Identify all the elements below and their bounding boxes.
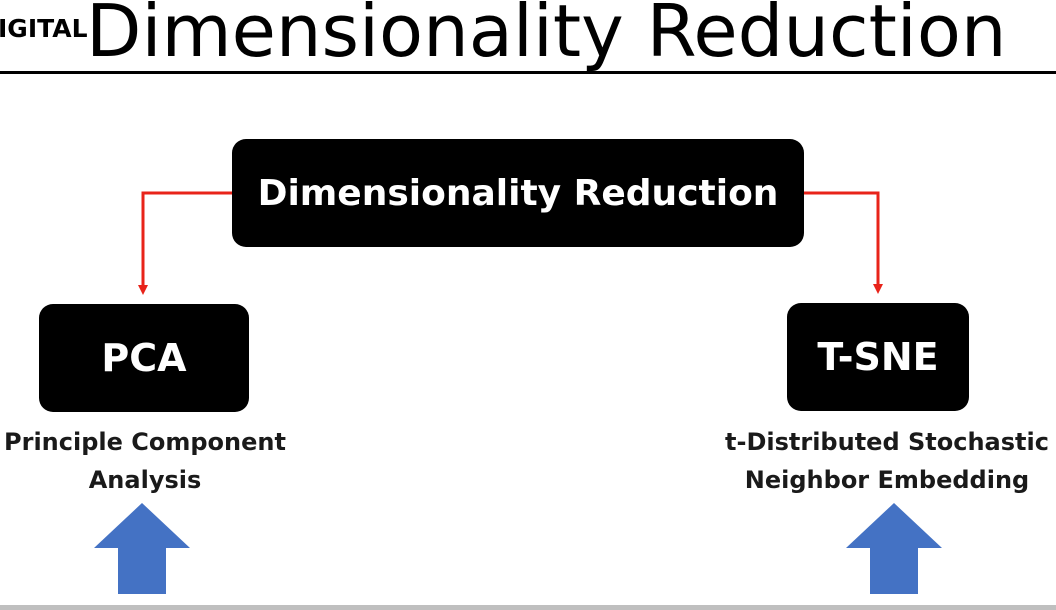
watermark-logo: IGITAL (0, 14, 88, 43)
tsne-caption: t-Distributed Stochastic Neighbor Embedd… (722, 423, 1052, 499)
root-node-box: Dimensionality Reduction (232, 139, 804, 247)
tsne-node-box: T-SNE (787, 303, 969, 411)
bottom-divider (0, 605, 1056, 610)
pca-caption-line2: Analysis (88, 466, 202, 494)
tsne-caption-line2: Neighbor Embedding (744, 466, 1030, 494)
slide-title: Dimensionality Reduction (86, 0, 1007, 73)
pca-node-label: PCA (101, 336, 187, 380)
tsne-caption-line1: t-Distributed Stochastic (725, 428, 1049, 456)
pca-caption: Principle Component Analysis (0, 423, 290, 499)
tsne-node-label: T-SNE (817, 335, 939, 379)
up-arrow-icon (846, 503, 942, 594)
root-node-label: Dimensionality Reduction (257, 172, 779, 214)
connector-root-to-tsne (804, 191, 883, 294)
up-arrow-icon (94, 503, 190, 594)
title-underline (0, 71, 1056, 74)
pca-caption-line1: Principle Component (4, 428, 286, 456)
connector-root-to-pca (138, 191, 232, 295)
pca-node-box: PCA (39, 304, 249, 412)
